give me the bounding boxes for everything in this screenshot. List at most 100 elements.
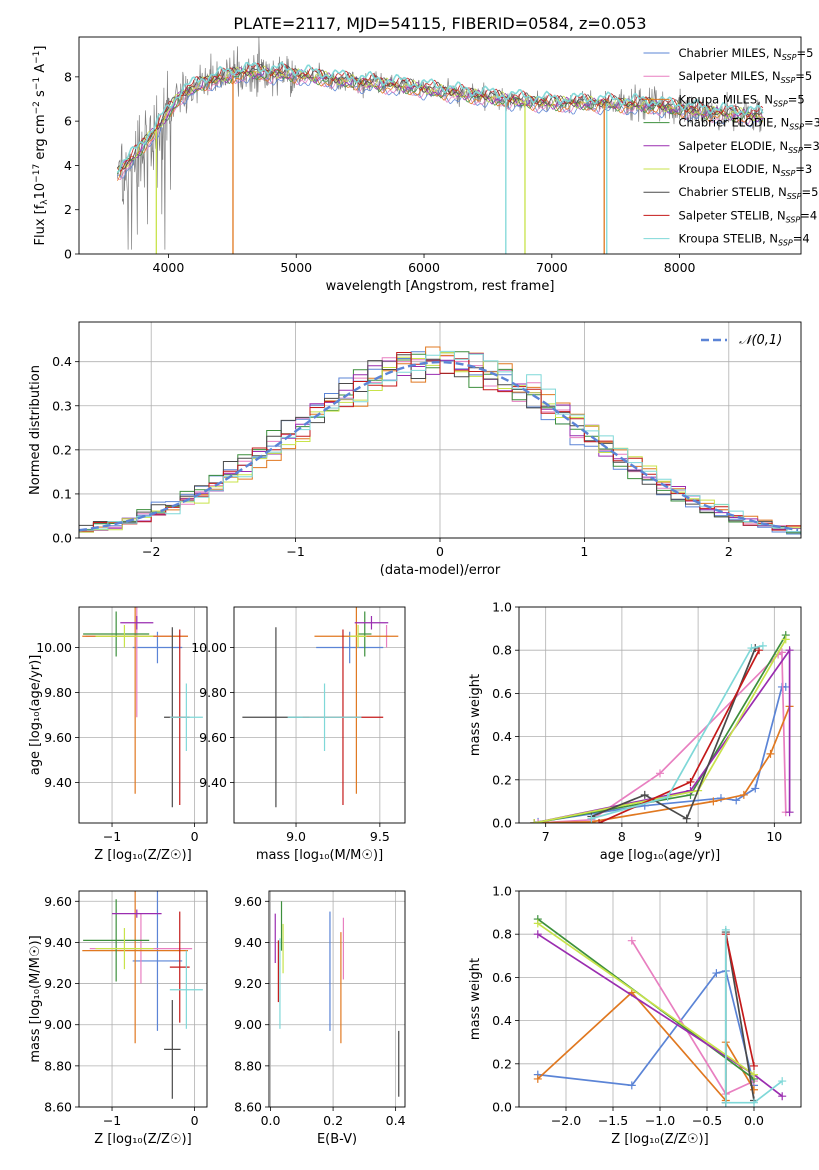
age_vs_mass-ytick-label: 9.60 [199,730,227,745]
weight_vs_age-marker-kroupa-stelib [747,644,756,653]
spectrum-model-kroupa-stelib [116,61,764,174]
age_vs_Z-plot-area [82,607,203,808]
residuals-ylabel: Normed distribution [28,365,43,495]
weight_vs_Z-plot-area [533,915,787,1107]
spectrum-ytick-label: 2 [64,202,72,217]
spectrum-legend-label: Chabrier ELODIE, NSSP=3 [678,116,819,132]
mass_vs_ebv-frame [268,890,406,1108]
age_vs_mass-ytick-label: 9.80 [199,685,227,700]
mass_vs_Z-ylabel: mass [log₁₀(M/M☉)] [28,935,43,1062]
weight_vs_Z-ytick-label: 0.2 [492,1056,512,1071]
weight_vs_age-line-kroupa-miles [534,706,791,823]
residuals-ytick-label: 0.1 [52,486,72,501]
mass_vs_ebv-ytick-label: 9.00 [234,1017,262,1032]
weight_vs_age-marker-salpeter-miles [534,819,543,823]
mass-weight-vs-metallicity-panel: −2.0 −1.5 −1.0 −0.5 0.0 0.0 0.2 0.4 0.6 0.8 1.0 Z [… [468,884,802,1147]
weight_vs_age-marker-chabrier-miles [751,784,760,793]
age_vs_Z-xlabel: Z [log₁₀(Z/Z☉)] [94,848,191,863]
weight_vs_Z-ytick-label: 1.0 [492,884,512,899]
weight_vs_Z-line-chabrier-miles [537,969,755,1087]
weight_vs_Z-marker-salpeter-elodie [533,930,542,939]
weight_vs_age-ylabel: mass weight [468,674,483,756]
weight_vs_Z-line-kroupa-elodie [537,922,755,1076]
age-vs-mass-panel: 9.0 9.5 9.40 9.60 9.80 10.00 mass [log₁₀(M/M☉)… [191,606,406,863]
spectrum-xtick-label: 7000 [536,260,568,275]
weight_vs_age-plot-area [530,631,794,823]
weight_vs_age-marker-kroupa-elodie [781,635,790,644]
weight_vs_Z-marker-kroupa-elodie [533,919,542,928]
spectrum-data-line [116,37,765,250]
weight_vs_age-frame [518,606,802,824]
age_vs_mass-xtick-label: 9.5 [370,829,390,844]
spectrum-legend-label: Kroupa ELODIE, NSSP=3 [678,162,812,178]
weight_vs_age-marker-salpeter-elodie [785,646,794,655]
weight_vs_Z-marker-kroupa-stelib [721,925,730,934]
weight_vs_Z-marker-kroupa-stelib [778,1077,787,1086]
weight_vs_Z-ytick-label: 0.4 [492,1013,512,1028]
mass_vs_Z-ytick-label: 9.20 [44,976,72,991]
weight_vs_Z-marker-kroupa-elodie [750,1070,758,1079]
spectrum-xtick-label: 5000 [280,260,312,275]
weight_vs_age-line-salpeter-miles [538,650,787,823]
age_vs_Z-ytick-label: 10.00 [36,640,72,655]
weight_vs_age-marker-kroupa-miles [766,749,775,758]
weight_vs_age-marker-kroupa-stelib [587,814,596,823]
spectrum-legend-label: Salpeter ELODIE, NSSP=3 [678,139,819,155]
spectrum-xtick-label: 8000 [664,260,696,275]
mass_vs_ebv-xtick-label: 0.0 [261,1113,281,1128]
spectrum-legend-label: Kroupa MILES, NSSP=5 [678,92,804,108]
age_vs_Z-frame [78,606,208,824]
spectrum-ylabel: Flux [fλ10−17 erg cm−2 s−1 A−1] [32,46,50,246]
spectrum-model-chabrier-miles [117,71,764,179]
mass_vs_ebv-xtick-label: 0.4 [386,1113,406,1128]
weight_vs_age-marker-salpeter-stelib [686,777,695,786]
weight_vs_Z-xtick-label: −1.5 [598,1113,628,1128]
spectrum-xtick-label: 4000 [153,260,185,275]
weight_vs_Z-marker-salpeter-elodie [778,1092,787,1101]
spectrum-ytick-label: 6 [64,114,72,129]
spectrum-plot-area [116,37,765,254]
residuals-ytick-label: 0.2 [52,442,72,457]
residuals-ytick-label: 0.4 [52,354,72,369]
weight_vs_Z-xtick-label: −2.0 [551,1113,581,1128]
weight_vs_Z-xtick-label: −1.0 [645,1113,675,1128]
weight_vs_age-xtick-label: 8 [618,829,626,844]
weight_vs_Z-ytick-label: 0.8 [492,927,512,942]
weight_vs_Z-line-salpeter-stelib [724,934,755,1067]
weight_vs_Z-marker-salpeter-miles [627,936,636,945]
weight_vs_Z-xlabel: Z [log₁₀(Z/Z☉)] [611,1132,708,1147]
mass_vs_ebv-xtick-label: 0.2 [323,1113,343,1128]
age_vs_Z-xtick-label: 0 [191,829,199,844]
mass_vs_Z-xtick-label: −1 [103,1113,121,1128]
weight_vs_age-xtick-label: 7 [542,829,550,844]
weight_vs_age-marker-salpeter-miles [777,648,786,657]
residuals-ytick-label: 0.3 [52,398,72,413]
age_vs_Z-ylabel: age [log₁₀(age/yr)] [28,655,43,776]
weight_vs_Z-marker-kroupa-miles [533,1074,542,1083]
residuals-xtick-label: −1 [286,544,304,559]
weight_vs_Z-xtick-label: 0.0 [744,1113,764,1128]
weight_vs_Z-marker-kroupa-stelib [750,1098,758,1107]
weight_vs_Z-line-kroupa-stelib [724,929,783,1104]
mass_vs_Z-ytick-label: 8.80 [44,1058,72,1073]
weight_vs_Z-ytick-label: 0.6 [492,970,512,985]
spectrum-legend-label: Salpeter STELIB, NSSP=4 [678,208,817,224]
spectrum-frame [78,36,802,255]
residuals-panel: −2 −1 0 1 2 0.0 0.1 0.2 0.3 0.4 (data-model)/error… [28,321,802,578]
weight_vs_age-xtick-label: 10 [766,829,782,844]
weight_vs_Z-marker-kroupa-stelib [721,1098,730,1107]
weight_vs_age-marker-chabrier-stelib [640,790,649,799]
mass-vs-metallicity-panel: −1 0 8.60 8.80 9.00 9.20 9.40 9.60 Z [log₁₀(Z/Z☉… [28,890,208,1147]
age_vs_mass-xlabel: mass [log₁₀(M/M☉)] [256,848,383,863]
weight_vs_age-marker-kroupa-stelib [663,793,672,802]
figure-title: PLATE=2117, MJD=54115, FIBERID=0584, z=0… [233,14,646,33]
residuals-xlabel: (data-model)/error [380,563,501,578]
weight_vs_age-marker-kroupa-miles [739,790,748,799]
residuals-normal-curve [79,360,799,532]
spectrum-model-chabrier-elodie [116,67,764,174]
spectrum-legend-label: Chabrier STELIB, NSSP=5 [678,185,818,201]
spectrum-ytick-label: 4 [64,158,72,173]
spectrum-legend-label: Kroupa STELIB, NSSP=4 [678,232,809,248]
mass-weight-vs-age-panel: 7 8 9 10 0.0 0.2 0.4 0.6 0.8 1.0 age [log₁₀(age/yr… [468,600,802,863]
